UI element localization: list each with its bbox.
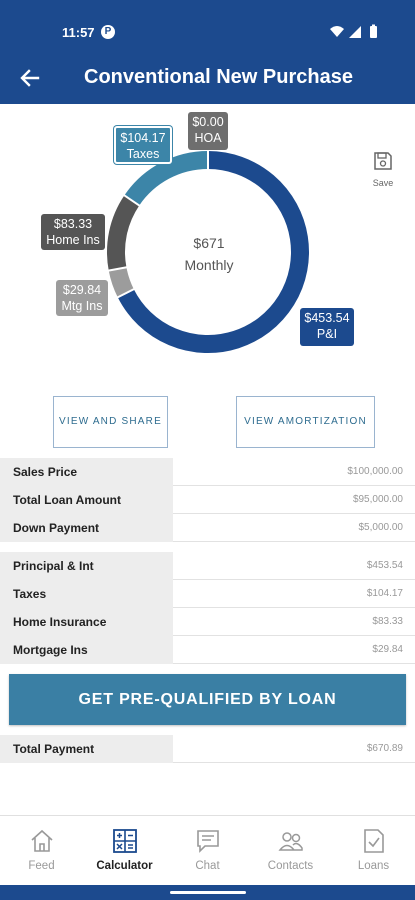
table-row: Mortgage Ins $29.84 xyxy=(0,636,415,664)
pi-tag-label: P&I xyxy=(316,327,338,341)
monthly-amount: $671 xyxy=(193,235,225,251)
table-row: Principal & Int $453.54 xyxy=(0,552,415,580)
table-row: Total Loan Amount $95,000.00 xyxy=(0,486,415,514)
row-value: $100,000.00 xyxy=(347,466,403,477)
mtg-ins-tag-label: Mtg Ins xyxy=(61,299,103,313)
get-prequalified-button[interactable]: GET PRE-QUALIFIED BY LOAN xyxy=(9,674,406,725)
row-label: Total Payment xyxy=(0,735,173,763)
nav-item-chat[interactable]: Chat xyxy=(166,816,249,886)
row-value: $453.54 xyxy=(366,560,403,571)
payment-donut-chart: $671 Monthly $104.17 Taxes $0.00 HOA $83… xyxy=(0,104,415,394)
nav-label: Calculator xyxy=(96,860,153,872)
taxes-tag-amount: $104.17 xyxy=(120,131,166,145)
mtg-ins-tag: $29.84 Mtg Ins xyxy=(56,280,108,316)
save-icon xyxy=(374,152,392,170)
hoa-tag-label: HOA xyxy=(194,131,222,145)
total-payment-row: Total Payment $670.89 xyxy=(0,735,415,763)
status-time: 11:57 xyxy=(62,25,95,40)
nav-label: Contacts xyxy=(267,860,314,872)
chat-icon xyxy=(197,830,219,853)
donut-segment-taxes xyxy=(124,151,209,206)
row-value: $5,000.00 xyxy=(358,522,404,533)
donut-segment-homeins xyxy=(107,195,140,271)
nav-label: Feed xyxy=(28,860,55,872)
donut-segment-mtgins xyxy=(108,267,134,298)
home-ins-tag-amount: $83.33 xyxy=(53,217,93,231)
donut-segment-pi xyxy=(117,151,309,353)
loan-summary-table: Sales Price $100,000.00 Total Loan Amoun… xyxy=(0,458,415,542)
hoa-tag: $0.00 HOA xyxy=(188,112,228,150)
nav-item-calculator[interactable]: Calculator xyxy=(83,816,166,886)
total-payment-table: Total Payment $670.89 xyxy=(0,735,415,763)
row-label: Mortgage Ins xyxy=(0,636,173,664)
payment-breakdown-table: Principal & Int $453.54 Taxes $104.17 Ho… xyxy=(0,552,415,664)
view-and-share-button[interactable]: VIEW AND SHARE xyxy=(53,396,168,448)
nav-item-loans[interactable]: Loans xyxy=(332,816,415,886)
nav-item-contacts[interactable]: Contacts xyxy=(249,816,332,886)
back-arrow-icon[interactable] xyxy=(18,64,46,92)
donut-separator xyxy=(116,287,136,299)
table-row: Down Payment $5,000.00 xyxy=(0,514,415,542)
pi-tag-amount: $453.54 xyxy=(304,311,350,325)
signal-icon xyxy=(349,26,361,38)
bottom-navigation: Feed Calculator Chat Contacts xyxy=(0,815,415,885)
contacts-icon xyxy=(278,832,303,851)
page-title: Conventional New Purchase xyxy=(84,66,353,88)
row-label: Principal & Int xyxy=(0,552,173,580)
calculator-icon xyxy=(113,829,137,853)
donut-ring xyxy=(107,150,309,353)
view-amortization-button[interactable]: VIEW AMORTIZATION xyxy=(236,396,375,448)
row-label: Total Loan Amount xyxy=(0,486,173,514)
taxes-tag-label: Taxes xyxy=(126,147,160,161)
wifi-icon xyxy=(330,26,344,37)
table-row: Sales Price $100,000.00 xyxy=(0,458,415,486)
donut-separator xyxy=(122,193,141,207)
row-label: Down Payment xyxy=(0,514,173,542)
nav-label: Loans xyxy=(357,860,390,872)
row-label: Home Insurance xyxy=(0,608,173,636)
row-value: $670.89 xyxy=(366,743,403,754)
row-value: $104.17 xyxy=(366,588,403,599)
status-icons xyxy=(330,24,377,38)
hoa-tag-amount: $0.00 xyxy=(192,115,224,129)
battery-icon xyxy=(370,26,377,38)
home-icon xyxy=(31,829,53,852)
app-header: 11:57 P Conventional New Purchase xyxy=(0,0,415,104)
nav-label: Chat xyxy=(195,860,220,872)
donut-separator xyxy=(107,266,128,272)
notification-app-icon: P xyxy=(101,25,115,39)
loans-document-icon xyxy=(364,829,384,853)
save-button[interactable]: Save xyxy=(367,151,399,191)
home-ins-tag: $83.33 Home Ins xyxy=(41,214,105,250)
taxes-tag: $104.17 Taxes xyxy=(114,126,172,164)
home-ins-tag-label: Home Ins xyxy=(46,233,100,247)
pi-tag: $453.54 P&I xyxy=(300,308,354,346)
save-label: Save xyxy=(372,178,394,188)
table-row: Taxes $104.17 xyxy=(0,580,415,608)
row-label: Sales Price xyxy=(0,458,173,486)
row-value: $29.84 xyxy=(372,644,403,655)
monthly-label: Monthly xyxy=(184,257,234,273)
row-value: $95,000.00 xyxy=(352,494,403,505)
table-row: Home Insurance $83.33 xyxy=(0,608,415,636)
nav-item-feed[interactable]: Feed xyxy=(0,816,83,886)
row-label: Taxes xyxy=(0,580,173,608)
home-indicator[interactable] xyxy=(170,891,246,894)
row-value: $83.33 xyxy=(372,616,403,627)
mtg-ins-tag-amount: $29.84 xyxy=(62,283,102,297)
